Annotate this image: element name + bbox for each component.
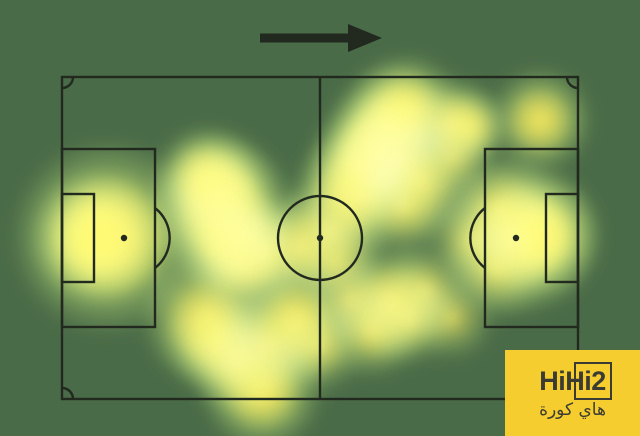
- right-penalty-spot: [512, 234, 520, 242]
- corner-arc-bottom-left: [61, 386, 75, 400]
- center-circle: [276, 194, 364, 282]
- watermark-brand: HiHi2: [539, 361, 612, 400]
- watermark-brand-text: HiHi2: [539, 365, 606, 396]
- corner-arc-top-left: [61, 76, 75, 90]
- right-goal-area: [544, 192, 580, 284]
- left-penalty-spot: [120, 234, 128, 242]
- left-goal-area: [60, 192, 96, 284]
- left-penalty-arc: [154, 207, 171, 269]
- watermark-arabic-text: هاي كورة: [539, 399, 606, 420]
- attack-direction-arrow: [260, 24, 382, 52]
- right-penalty-area: [483, 147, 580, 329]
- watermark-square-outline: [573, 361, 612, 400]
- left-penalty-area: [60, 147, 157, 329]
- right-penalty-arc: [469, 207, 486, 269]
- corner-arc-top-right: [565, 76, 579, 90]
- center-spot: [316, 234, 324, 242]
- hihi2-watermark: HiHi2 هاي كورة: [505, 350, 640, 436]
